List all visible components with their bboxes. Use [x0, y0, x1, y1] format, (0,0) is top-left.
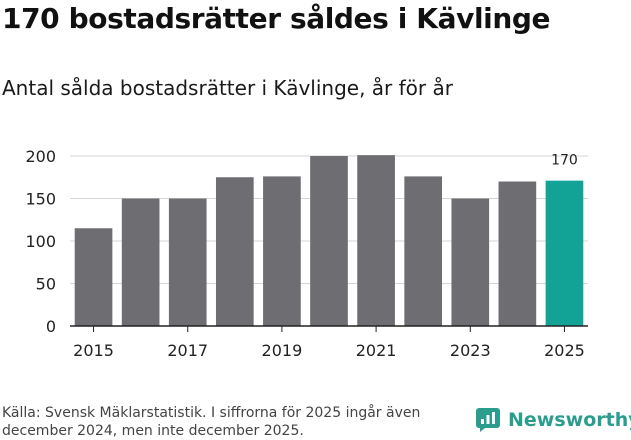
x-tick-label: 2017: [167, 341, 208, 360]
x-tick-label: 2025: [544, 341, 585, 360]
bar-2017: [168, 198, 207, 326]
newsworthy-logo-icon: [476, 408, 500, 432]
y-tick-label: 100: [25, 232, 56, 251]
x-tick-label: 2023: [450, 341, 491, 360]
data-label-2025: 170: [551, 153, 578, 169]
bar-2019: [263, 176, 301, 326]
bar-2018: [215, 177, 254, 326]
y-tick-label: 0: [46, 317, 56, 336]
newsworthy-logo: Newsworthy: [476, 408, 631, 432]
bar-2021: [357, 155, 395, 326]
bar-2024: [498, 181, 537, 326]
bar-2025: [545, 180, 584, 326]
chart-subtitle: Antal sålda bostadsrätter i Kävlinge, år…: [2, 76, 453, 100]
x-axis-ticks: 2015 2017 2019 2021 2023 2025: [73, 326, 585, 360]
bar-chart: 0 50 100 150 200 2015 2017 2019 2021 2023 2025 17…: [25, 147, 588, 360]
x-tick-label: 2021: [356, 341, 397, 360]
y-tick-label: 50: [36, 275, 56, 294]
bars: [74, 155, 584, 326]
bar-2020: [310, 156, 348, 326]
bar-2023: [451, 198, 490, 326]
y-tick-label: 150: [25, 190, 56, 209]
source-note: Källa: Svensk Mäklarstatistik. I siffror…: [2, 405, 421, 439]
chart-title: 170 bostadsrätter såldes i Kävlinge: [2, 2, 551, 35]
logo-text: Newsworthy: [508, 409, 631, 431]
bar-2022: [404, 176, 443, 326]
bar-2015: [74, 228, 113, 326]
x-tick-label: 2015: [73, 341, 114, 360]
y-axis-ticks: 0 50 100 150 200: [25, 147, 56, 336]
y-tick-label: 200: [25, 147, 56, 166]
annotations: 170: [551, 153, 578, 169]
x-tick-label: 2019: [262, 341, 303, 360]
bar-2016: [121, 198, 160, 326]
